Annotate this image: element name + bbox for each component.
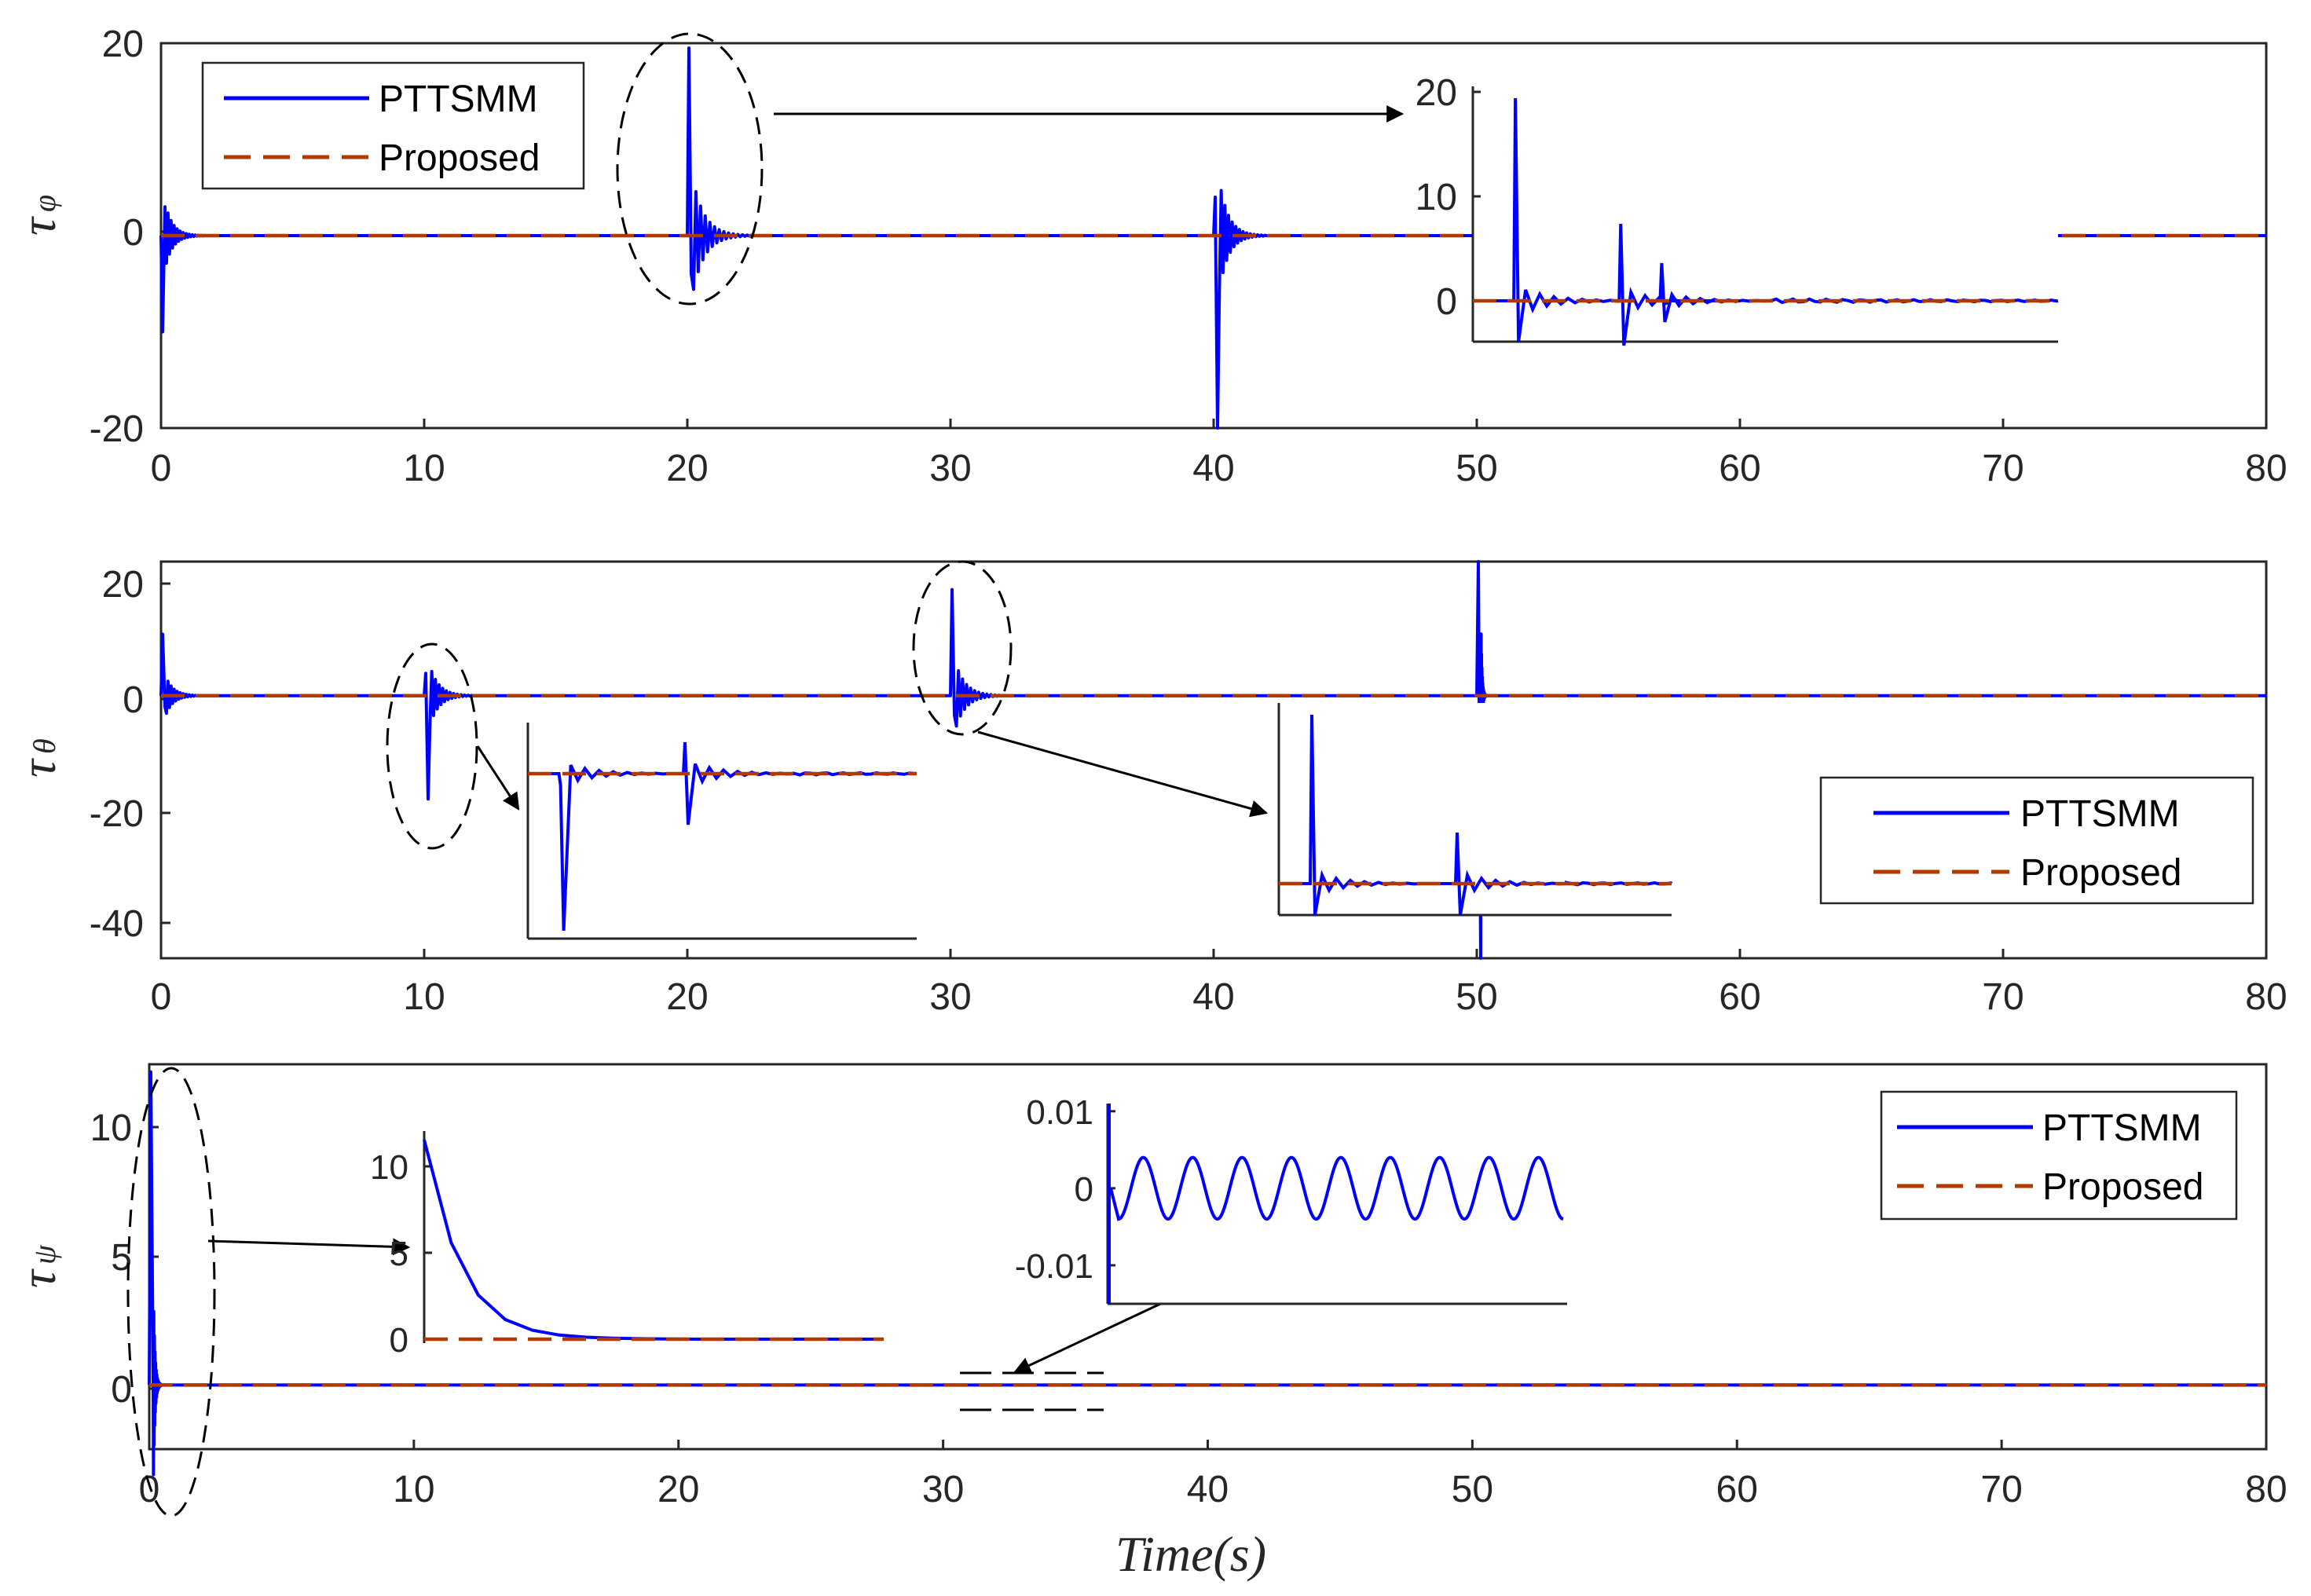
y-axis-label: τ φ bbox=[10, 195, 66, 236]
inset-ptt-line bbox=[1109, 1155, 1564, 1221]
x-tick-label: 10 bbox=[393, 1469, 434, 1510]
x-tick-label: 30 bbox=[929, 448, 971, 489]
x-tick-label: 10 bbox=[403, 448, 445, 489]
legend: PTTSMM Proposed bbox=[201, 61, 585, 190]
x-tick-label: 50 bbox=[1452, 1469, 1493, 1510]
svg-text:τ: τ bbox=[10, 758, 66, 778]
series-ptt-line bbox=[159, 560, 2266, 960]
y-axis-label: τ θ bbox=[10, 738, 66, 778]
x-tick-label: 80 bbox=[2245, 1469, 2287, 1510]
zoom-ellipse-0s bbox=[126, 1067, 216, 1517]
zoom-arrow-30s bbox=[977, 730, 1269, 818]
y-tick-label: -20 bbox=[90, 408, 144, 450]
x-tick-label: 20 bbox=[657, 1469, 699, 1510]
legend-label-proposed: Proposed bbox=[379, 137, 540, 179]
inset-y-tick-label: 20 bbox=[1416, 72, 1457, 114]
legend-label-ptt: PTTSMM bbox=[379, 79, 538, 120]
x-tick-label: 10 bbox=[403, 976, 445, 1018]
legend-label-proposed: Proposed bbox=[2020, 852, 2181, 894]
y-tick-label: 0 bbox=[123, 679, 144, 721]
x-tick-label: 0 bbox=[151, 448, 172, 489]
zoom-ellipse-10s bbox=[386, 642, 478, 850]
inset-y-tick-label: 0.01 bbox=[1026, 1093, 1093, 1132]
svg-text:τ: τ bbox=[10, 216, 66, 236]
y-tick-label: 0 bbox=[111, 1369, 132, 1411]
svg-text:τ: τ bbox=[10, 1268, 66, 1288]
x-tick-label: 30 bbox=[922, 1469, 964, 1510]
inset-y-tick-label: 0 bbox=[1075, 1170, 1093, 1209]
y-axis-label: τ ψ bbox=[10, 1244, 66, 1288]
x-tick-label: 40 bbox=[1192, 448, 1234, 489]
inset-y-tick-label: 10 bbox=[1416, 177, 1457, 218]
inset-zoom-30s: 0.01 0 -0.01 bbox=[1015, 1093, 1567, 1305]
zoom-ellipse bbox=[616, 32, 764, 306]
legend-label-ptt: PTTSMM bbox=[2020, 793, 2180, 835]
inset-y-tick-label: 0 bbox=[1436, 281, 1457, 323]
y-tick-label: 0 bbox=[123, 212, 144, 254]
svg-text:φ: φ bbox=[27, 195, 62, 212]
x-tick-label: 20 bbox=[666, 448, 708, 489]
legend: PTTSMM Proposed bbox=[1819, 776, 2254, 905]
inset-y-tick-label: 10 bbox=[370, 1148, 408, 1187]
y-tick-label: 10 bbox=[90, 1107, 132, 1149]
panel-tau-psi: 0 10 20 30 40 50 60 70 80 0 5 10 τ ψ Time(s) 0 5 10 bbox=[10, 1063, 2287, 1582]
inset-y-tick-label: 0 bbox=[390, 1321, 408, 1360]
x-tick-label: 70 bbox=[1980, 1469, 2022, 1510]
x-tick-label: 70 bbox=[1982, 976, 2023, 1018]
x-axis-label: Time(s) bbox=[1115, 1526, 1266, 1582]
x-tick-label: 60 bbox=[1719, 448, 1760, 489]
x-tick-label: 60 bbox=[1716, 1469, 1758, 1510]
y-tick-label: -40 bbox=[90, 903, 144, 945]
x-tick-label: 50 bbox=[1456, 448, 1497, 489]
y-tick-label: 20 bbox=[102, 564, 144, 606]
panel-tau-theta: 0 10 20 30 40 50 60 70 80 -40 -20 0 20 τ θ bbox=[10, 560, 2287, 1018]
x-tick-label: 40 bbox=[1187, 1469, 1229, 1510]
inset-zoom-10s bbox=[526, 723, 917, 940]
inset-y-tick-label: -0.01 bbox=[1015, 1247, 1093, 1286]
legend-label-ptt: PTTSMM bbox=[2042, 1107, 2202, 1149]
x-tick-label: 60 bbox=[1719, 976, 1760, 1018]
zoom-ellipse-30s bbox=[912, 560, 1013, 736]
inset-zoom: 0 10 20 bbox=[1416, 72, 2059, 346]
x-tick-label: 50 bbox=[1456, 976, 1497, 1018]
x-tick-label: 70 bbox=[1982, 448, 2023, 489]
zoom-box-30s bbox=[960, 1371, 1104, 1411]
legend: PTTSMM Proposed bbox=[1880, 1090, 2238, 1221]
x-tick-label: 20 bbox=[666, 976, 708, 1018]
legend-label-proposed: Proposed bbox=[2042, 1166, 2203, 1208]
zoom-arrow-30s bbox=[1013, 1298, 1170, 1374]
zoom-arrow-10s bbox=[476, 745, 520, 811]
x-tick-label: 30 bbox=[929, 976, 971, 1018]
x-tick-label: 80 bbox=[2245, 448, 2287, 489]
zoom-arrow-0s bbox=[207, 1238, 411, 1256]
y-tick-label: -20 bbox=[90, 793, 144, 835]
inset-zoom-0s: 0 5 10 bbox=[370, 1131, 884, 1360]
x-tick-label: 80 bbox=[2245, 976, 2287, 1018]
series-ptt-line bbox=[159, 46, 2266, 430]
inset-zoom-30s bbox=[1277, 703, 1673, 917]
svg-text:ψ: ψ bbox=[27, 1244, 62, 1265]
x-tick-label: 0 bbox=[151, 976, 172, 1018]
x-tick-label: 40 bbox=[1192, 976, 1234, 1018]
inset-y-tick-label: 5 bbox=[390, 1235, 408, 1273]
svg-text:θ: θ bbox=[27, 738, 62, 754]
y-tick-label: 20 bbox=[102, 24, 144, 65]
